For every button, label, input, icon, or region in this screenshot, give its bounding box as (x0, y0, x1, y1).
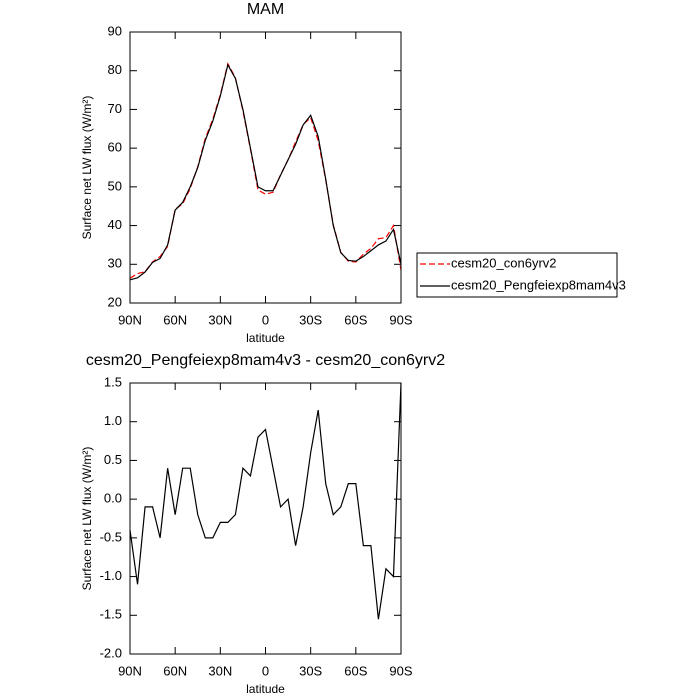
legend-box (416, 252, 618, 298)
x-tick-label: 90N (118, 312, 142, 327)
y-tick-label: 1.0 (104, 413, 122, 428)
x-tick-label: 0 (262, 312, 269, 327)
x-tick-label: 90S (389, 312, 412, 327)
plot-frame (129, 31, 402, 304)
y-tick-label: 0.0 (104, 491, 122, 506)
x-tick-label: 90N (118, 663, 142, 678)
x-tick-label: 0 (262, 663, 269, 678)
x-tick-label: 30N (208, 663, 232, 678)
data-line (129, 382, 402, 620)
y-tick-label: 1.5 (104, 374, 122, 389)
y-tick-label: -1.5 (100, 607, 122, 622)
y-tick-label: -1.0 (100, 568, 122, 583)
y-axis-label: Surface net LW flux (W/m²) (80, 447, 94, 591)
legend-label: cesm20_con6yrv2 (451, 255, 557, 270)
x-axis-label: latitude (246, 331, 285, 345)
legend-label: cesm20_Pengfeiexp8mam4v3 (451, 277, 626, 292)
y-tick-label: 50 (108, 178, 122, 193)
chart-title: MAM (247, 1, 284, 18)
y-axis-label: Surface net LW flux (W/m²) (80, 96, 94, 240)
x-tick-label: 60N (163, 663, 187, 678)
y-tick-label: 20 (108, 294, 122, 309)
data-line (129, 63, 402, 281)
x-tick-label: 30N (208, 312, 232, 327)
y-tick-label: 80 (108, 62, 122, 77)
y-tick-label: 60 (108, 140, 122, 155)
x-axis-label: latitude (246, 682, 285, 696)
plot-frame (129, 382, 402, 655)
y-tick-label: 90 (108, 23, 122, 38)
y-tick-label: 70 (108, 101, 122, 116)
y-tick-label: -0.5 (100, 529, 122, 544)
x-tick-label: 90S (389, 663, 412, 678)
x-tick-label: 60S (344, 663, 367, 678)
y-tick-label: 0.5 (104, 452, 122, 467)
x-tick-label: 60S (344, 312, 367, 327)
y-tick-label: 30 (108, 256, 122, 271)
y-tick-label: -2.0 (100, 645, 122, 660)
x-tick-label: 60N (163, 312, 187, 327)
y-tick-label: 40 (108, 217, 122, 232)
chart-title: cesm20_Pengfeiexp8mam4v3 - cesm20_con6yr… (86, 352, 445, 369)
x-tick-label: 30S (299, 663, 322, 678)
data-line (129, 62, 402, 279)
x-tick-label: 30S (299, 312, 322, 327)
